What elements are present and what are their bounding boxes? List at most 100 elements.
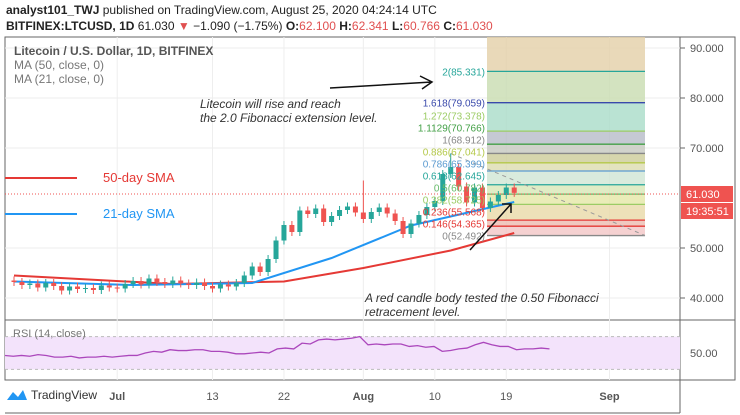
candle-body <box>178 280 184 284</box>
candle-body <box>194 282 200 285</box>
candle-body <box>487 201 493 208</box>
candle-body <box>146 278 152 285</box>
candle-body <box>503 187 509 195</box>
candle-body <box>35 283 41 288</box>
candle-body <box>82 288 88 289</box>
fib-level-label: 0.618(62.645) <box>423 172 485 183</box>
fib-level-label: 0(52.492) <box>442 232 485 243</box>
candle-body <box>98 285 104 290</box>
fib-level-label: 1.618(79.059) <box>423 99 485 110</box>
candle-body <box>368 212 374 219</box>
tradingview-logo[interactable]: TradingView <box>6 388 97 402</box>
test-annotation-2: retracement level. <box>365 305 460 319</box>
sma21-annotation: 21-day SMA <box>103 206 175 221</box>
candle-body <box>106 285 112 288</box>
author[interactable]: analyst101_TWJ <box>6 3 100 17</box>
y-tick-label: 80.000 <box>690 93 724 105</box>
sma50-annotation: 50-day SMA <box>103 170 175 185</box>
candle-body <box>210 286 215 289</box>
ma50-line <box>13 232 515 286</box>
candle-body <box>241 275 247 283</box>
test-annotation-1: A red candle body tested the 0.50 Fibona… <box>364 291 599 305</box>
candle-body <box>11 280 17 282</box>
fib-level-label: 0.382(58.725) <box>423 196 485 207</box>
fib-trend-line <box>450 153 646 236</box>
legend-ma50[interactable]: MA (50, close, 0) <box>14 58 104 72</box>
candle-body <box>495 195 501 202</box>
candle-body <box>344 206 350 210</box>
candle-body <box>456 167 462 187</box>
candle-body <box>352 206 358 213</box>
candle-body <box>392 213 398 221</box>
legend-title: Litecoin / U.S. Dollar, 1D, BITFINEX <box>14 44 213 58</box>
candle-body <box>170 280 176 284</box>
fib-zone <box>487 220 645 227</box>
high-value: 62.341 <box>351 19 389 33</box>
candle-body <box>511 187 517 193</box>
fib-level-label: 0.236(55.568) <box>423 208 485 219</box>
fib-level-label: 0.786(65.399) <box>423 160 485 171</box>
candle-body <box>27 283 33 285</box>
candle-body <box>249 266 255 276</box>
candle-body <box>225 284 231 287</box>
candle-body <box>233 283 239 287</box>
legend-rsi[interactable]: RSI (14, close) <box>13 328 86 340</box>
fib-level-label: 2(85.331) <box>442 67 485 78</box>
fib-zone <box>487 37 645 72</box>
x-tick-label: Jul <box>109 391 125 403</box>
candle-body <box>297 210 303 232</box>
rsi-band <box>5 336 680 370</box>
fib-zone <box>487 153 645 163</box>
rsi-tick-label: 50.00 <box>690 348 718 360</box>
fib-level-label: 0.146(54.365) <box>423 220 485 231</box>
legend-ma21[interactable]: MA (21, close, 0) <box>14 72 104 86</box>
open-label: O: <box>285 19 300 33</box>
brand-name: TradingView <box>31 388 98 402</box>
candle-body <box>75 286 81 289</box>
candle-body <box>90 288 96 290</box>
candle-body <box>440 174 446 201</box>
ohlc-line: BITFINEX:LTCUSD, 1D 61.030 ▼ −1.090 (−1.… <box>6 19 493 33</box>
candle-body <box>384 207 390 214</box>
y-tick-label: 90.000 <box>690 43 724 55</box>
fib-level-label: 0.5(60.782) <box>434 184 485 195</box>
candle-body <box>313 208 319 214</box>
candle-body <box>360 212 366 219</box>
candle-body <box>114 287 120 289</box>
close-label: C: <box>443 19 456 33</box>
candle-body <box>305 210 311 214</box>
ma21-line <box>13 201 515 287</box>
candle-body <box>448 167 454 174</box>
candle-body <box>51 283 57 286</box>
x-tick-label: Aug <box>353 391 374 403</box>
low-label: L: <box>391 19 404 33</box>
countdown-badge <box>681 203 733 219</box>
candle-body <box>472 187 478 203</box>
rsi-line <box>4 335 550 359</box>
change: −1.090 (−1.75%) <box>193 19 283 33</box>
candle-body <box>416 215 422 224</box>
high-label: H: <box>339 19 352 33</box>
publish-line: analyst101_TWJ published on TradingView.… <box>6 3 437 17</box>
fib-zone <box>487 71 645 103</box>
fib-zone <box>487 131 645 145</box>
fib-level-label: 0.886(67.041) <box>423 148 485 159</box>
fib-zone <box>487 204 645 221</box>
rise-annotation-1: Litecoin will rise and reach <box>200 97 341 111</box>
candle-body <box>289 225 295 232</box>
fib-level-label: 1.272(73.378) <box>423 112 485 123</box>
candle-body <box>138 281 144 285</box>
symbol: BITFINEX:LTCUSD, 1D <box>6 19 135 33</box>
candle-body <box>273 240 279 259</box>
candle-body <box>321 208 327 222</box>
candle-body <box>281 225 287 241</box>
candle-body <box>19 282 25 285</box>
candle-body <box>67 286 73 291</box>
x-tick-label: 13 <box>206 391 218 403</box>
fib-level-label: 1.1129(70.766) <box>418 124 485 135</box>
fib-zone <box>487 226 645 236</box>
y-tick-label: 40.000 <box>690 293 724 305</box>
candle-body <box>337 210 343 216</box>
candle-body <box>162 282 168 284</box>
